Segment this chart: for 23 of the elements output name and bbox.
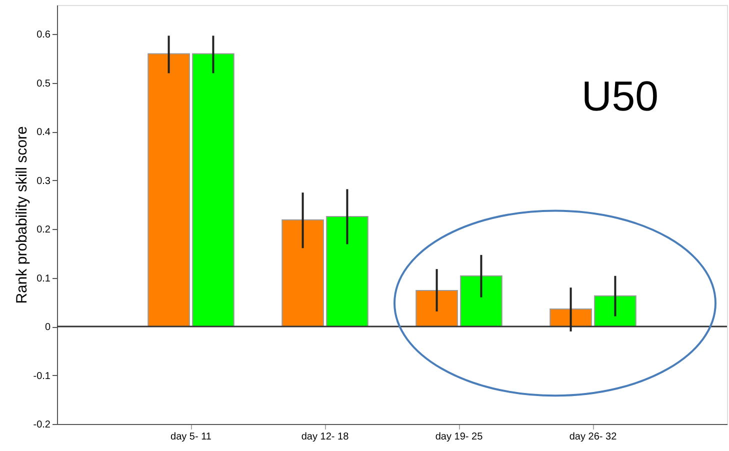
bar — [550, 308, 592, 328]
bar — [282, 219, 324, 328]
y-tick-label: 0.1 — [36, 273, 51, 284]
bar — [326, 216, 368, 328]
annotation: U50 — [581, 72, 659, 120]
y-tick-label: 0 — [44, 322, 51, 334]
y-tick-label: 0.4 — [36, 127, 51, 138]
bar — [416, 290, 458, 328]
bar — [148, 53, 190, 328]
x-tick-label: day 19- 25 — [435, 432, 484, 442]
x-tick-label: day 12- 18 — [301, 432, 350, 442]
x-tick-label: day 26- 32 — [569, 432, 618, 442]
y-tick-label: 0.3 — [36, 176, 51, 187]
bar — [192, 53, 234, 328]
y-axis-title: Rank probability skill score — [13, 126, 30, 304]
bar — [594, 295, 636, 328]
y-tick-label: -0.2 — [33, 420, 51, 430]
y-tick-label: 0.5 — [36, 78, 51, 90]
bar — [460, 275, 502, 328]
y-tick-label: -0.1 — [33, 370, 51, 382]
y-tick-label: 0.6 — [36, 30, 51, 41]
y-tick-label: 0.2 — [36, 224, 51, 236]
x-tick-label: day 5- 11 — [170, 432, 212, 442]
